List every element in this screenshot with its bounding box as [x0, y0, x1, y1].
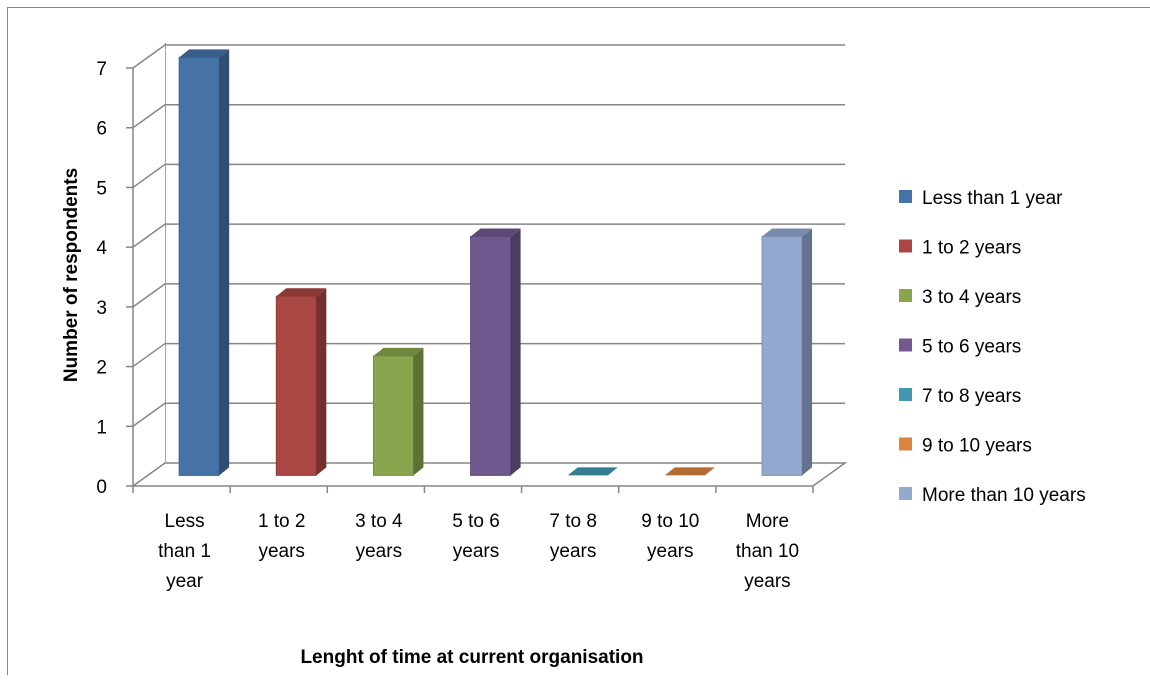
legend-item: Less than 1 year	[899, 188, 1063, 209]
bar-side	[413, 348, 423, 475]
bar	[762, 228, 812, 475]
legend-label: 9 to 10 years	[922, 436, 1032, 457]
y-tick-label: 4	[96, 238, 107, 259]
legend-item: 1 to 2 years	[899, 238, 1021, 259]
y-tick-label: 7	[96, 59, 107, 80]
legend-item: More than 10 years	[899, 485, 1086, 506]
legend-label: Less than 1 year	[922, 188, 1063, 209]
bar	[373, 348, 423, 475]
legend-swatch	[899, 190, 912, 203]
legend-swatch	[899, 240, 912, 253]
y-axis-ticks: 0 1 2 3 4 5 6 7	[96, 59, 133, 498]
bar-side	[219, 49, 229, 475]
legend-label: More than 10 years	[922, 485, 1086, 506]
bar-front	[762, 236, 802, 475]
legend-swatch	[899, 339, 912, 352]
legend: Less than 1 year 1 to 2 years 3 to 4 years…	[899, 188, 1086, 506]
bar	[471, 228, 521, 475]
bar-side	[316, 288, 326, 475]
legend-label: 5 to 6 years	[922, 337, 1021, 358]
legend-label: 7 to 8 years	[922, 386, 1021, 407]
y-axis-title: Number of respondents	[61, 168, 82, 382]
bar-side	[511, 228, 521, 475]
legend-swatch	[899, 487, 912, 500]
y-tick-label: 3	[96, 298, 107, 319]
y-tick-label: 2	[96, 358, 107, 379]
y-tick-label: 0	[96, 477, 107, 498]
bar-front	[179, 57, 219, 475]
y-tick-label: 1	[96, 417, 107, 438]
y-tick-label: 6	[96, 119, 107, 140]
legend-item: 3 to 4 years	[899, 287, 1021, 308]
legend-item: 7 to 8 years	[899, 386, 1021, 407]
bar-front	[373, 356, 413, 475]
legend-item: 9 to 10 years	[899, 436, 1032, 457]
bar-front	[276, 296, 316, 475]
legend-label: 1 to 2 years	[922, 238, 1021, 259]
bar	[276, 288, 326, 475]
bar-front	[471, 236, 511, 475]
legend-swatch	[899, 289, 912, 302]
legend-item: 5 to 6 years	[899, 337, 1021, 358]
side-wall	[133, 43, 165, 486]
x-axis-ticks	[133, 486, 813, 493]
legend-label: 3 to 4 years	[922, 287, 1021, 308]
legend-swatch	[899, 438, 912, 451]
legend-swatch	[899, 388, 912, 401]
x-axis-title: Lenght of time at current organisation	[300, 647, 643, 668]
y-tick-label: 5	[96, 178, 107, 199]
bar-side	[802, 228, 812, 475]
bar	[179, 49, 229, 475]
